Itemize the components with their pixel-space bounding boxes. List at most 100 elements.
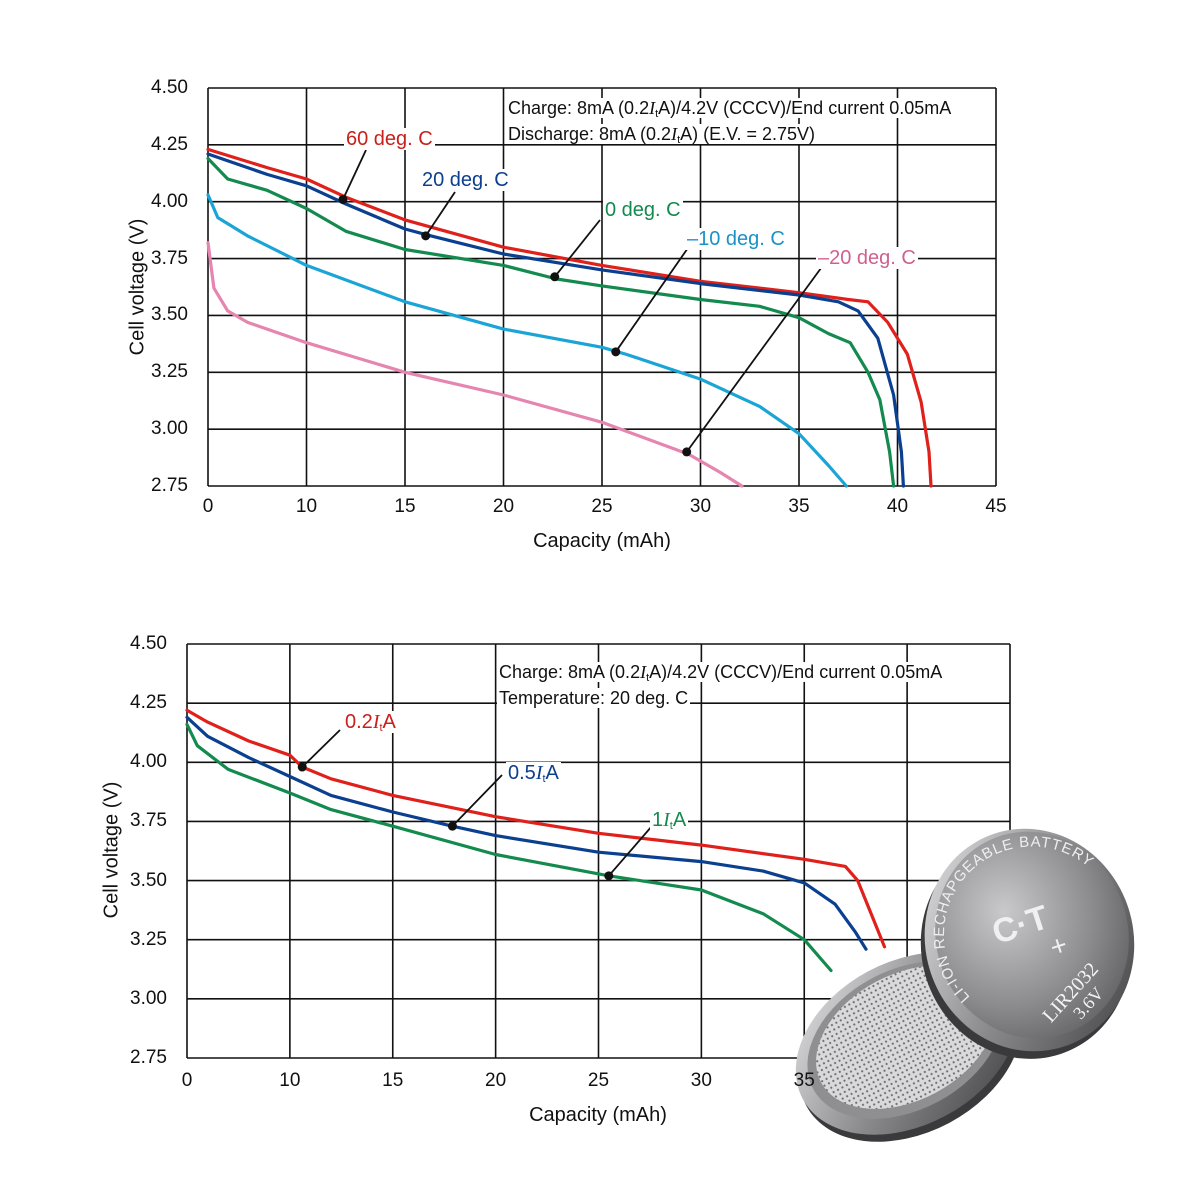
- text-part-pre: 0 deg. C: [605, 199, 681, 221]
- series-line-4: [206, 241, 744, 488]
- text-part-pre: Charge: 8mA (0.2: [508, 98, 650, 118]
- coin-battery-front: LI-ION RECHAPGEABLE BATTERY C·T + LIR203…: [905, 812, 1135, 1059]
- text-part-post: A)/4.2V (CCCV)/End current 0.05mA: [658, 98, 952, 118]
- series-marker-dot: [550, 272, 560, 282]
- y-tick-label: 4.25: [130, 692, 167, 714]
- y-tick-label: 2.75: [130, 1047, 167, 1068]
- series-label: 0 deg. C: [603, 199, 683, 221]
- x-tick-label: 40: [886, 496, 909, 517]
- y-tick-label: 4.50: [151, 77, 188, 98]
- text-part-i: I: [372, 711, 380, 733]
- text-part-sub: t: [542, 773, 546, 785]
- y-tick-label: 3.00: [130, 987, 167, 1009]
- x-tick-label: 20: [492, 496, 515, 517]
- series-line-3: [206, 193, 848, 488]
- y-tick-label: 3.50: [151, 304, 188, 326]
- series-line-2: [206, 156, 896, 488]
- y-tick-label: 4.00: [151, 190, 188, 212]
- series-marker-dot: [297, 762, 307, 772]
- text-part-pre: –10 deg. C: [687, 228, 785, 250]
- series-marker-dot: [421, 231, 431, 241]
- text-part-i: I: [535, 762, 543, 784]
- leader-line: [342, 149, 367, 200]
- x-tick-label: 15: [394, 496, 416, 517]
- x-tick-label: 30: [690, 1070, 712, 1091]
- series-label: 1ItA: [650, 809, 689, 832]
- text-part-pre: 0.2: [345, 711, 373, 733]
- series-line-1: [206, 152, 905, 488]
- text-part-pre: 0.5: [508, 762, 536, 784]
- series-marker-dot: [338, 194, 348, 204]
- x-axis-title: Capacity (mAh): [529, 1104, 667, 1126]
- text-part-sub: t: [669, 820, 673, 832]
- text-part-pre: –20 deg. C: [818, 247, 916, 269]
- series-marker-dot: [682, 447, 692, 457]
- x-tick-label: 0: [202, 496, 214, 517]
- text-part-i: I: [640, 662, 647, 682]
- y-tick-label: 3.00: [151, 418, 188, 440]
- y-tick-label: 2.75: [151, 475, 188, 496]
- y-tick-label: 3.25: [130, 928, 167, 950]
- text-part-sub: t: [677, 134, 681, 146]
- series-label: 0.5ItA: [506, 762, 561, 785]
- x-tick-label: 15: [382, 1070, 404, 1091]
- x-tick-label: 10: [279, 1070, 301, 1091]
- leader-line: [301, 729, 341, 768]
- series-label: 60 deg. C: [344, 128, 435, 150]
- text-part-post: A: [382, 711, 396, 733]
- y-tick-label: 3.25: [151, 361, 188, 383]
- series-label: 20 deg. C: [420, 169, 511, 191]
- leader-line: [685, 263, 825, 453]
- y-tick-label: 4.25: [151, 133, 188, 155]
- text-part-sub: t: [655, 108, 659, 120]
- text-part-post: A)/4.2V (CCCV)/End current 0.05mA: [649, 662, 943, 682]
- leader-line: [615, 244, 691, 353]
- chart-note: Charge: 8mA (0.2ItA)/4.2V (CCCV)/End cur…: [506, 98, 954, 120]
- x-tick-label: 10: [295, 496, 318, 517]
- leader-line: [608, 825, 653, 877]
- leader-line: [451, 774, 503, 827]
- x-axis-title: Capacity (mAh): [533, 530, 671, 552]
- series-marker-dot: [611, 347, 621, 357]
- x-tick-label: 35: [793, 1070, 815, 1091]
- text-part-sub: t: [379, 722, 383, 734]
- text-part-i: I: [649, 98, 656, 118]
- text-part-post: A) (E.V. = 2.75V): [680, 124, 816, 144]
- series-label: –10 deg. C: [685, 228, 787, 250]
- text-part-post: A: [545, 762, 559, 784]
- series-marker-dot: [604, 871, 614, 881]
- y-axis-title: Cell voltage (V): [100, 781, 123, 919]
- series-line-1: [185, 715, 868, 951]
- x-tick-label: 45: [985, 496, 1007, 517]
- chart-note: Temperature: 20 deg. C: [497, 688, 691, 708]
- text-part-pre: 20 deg. C: [422, 169, 509, 191]
- text-part-pre: 60 deg. C: [346, 128, 433, 150]
- x-tick-label: 30: [689, 496, 712, 517]
- x-tick-label: 25: [591, 496, 613, 517]
- text-part-pre: Charge: 8mA (0.2: [499, 662, 641, 682]
- x-tick-label: 35: [788, 496, 810, 517]
- coin-battery-illustration: LI-ION RECHAPGEABLE BATTERY C·T + LIR203…: [795, 812, 1135, 1142]
- text-part-i: I: [671, 124, 678, 144]
- x-tick-label: 20: [485, 1070, 507, 1091]
- y-tick-label: 4.00: [130, 751, 167, 773]
- series-line-2: [185, 722, 833, 973]
- series-line-0: [185, 708, 887, 949]
- leader-line: [554, 219, 601, 278]
- text-part-pre: Discharge: 8mA (0.2: [508, 124, 672, 144]
- y-tick-label: 3.75: [151, 247, 188, 269]
- text-part-pre: Temperature: 20 deg. C: [499, 688, 689, 708]
- x-tick-label: 0: [181, 1070, 193, 1091]
- y-tick-label: 4.50: [130, 633, 167, 654]
- y-axis-title: Cell voltage (V): [126, 218, 149, 356]
- series-line-0: [206, 147, 933, 488]
- y-tick-label: 3.50: [130, 869, 167, 891]
- text-part-i: I: [663, 809, 670, 831]
- chart-0: [206, 87, 997, 488]
- series-marker-dot: [447, 821, 457, 831]
- series-label: –20 deg. C: [816, 247, 918, 269]
- text-part-pre: 1: [652, 809, 664, 831]
- x-tick-label: 25: [587, 1070, 610, 1091]
